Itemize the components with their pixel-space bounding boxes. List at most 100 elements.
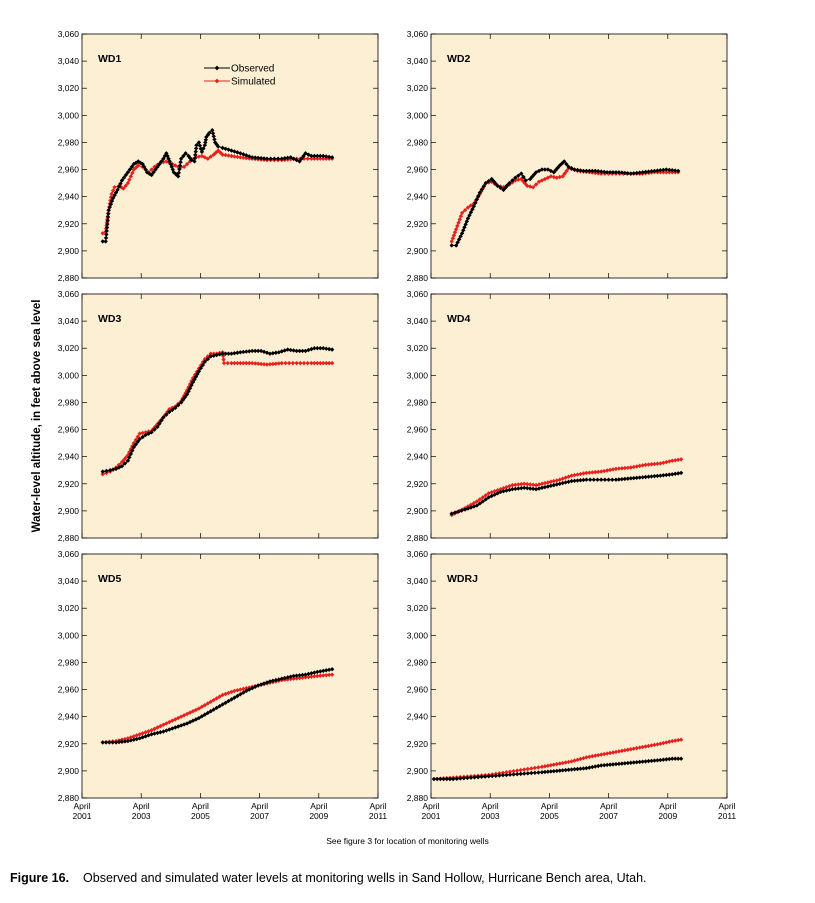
y-tick-label: 3,060 — [58, 29, 80, 39]
location-note: See figure 3 for location of monitoring … — [326, 836, 489, 846]
y-tick-label: 2,960 — [407, 685, 429, 695]
chart-panel-wd2: 2,880 2,900 2,920 2,940 2,960 2,980 3,000 3,020… — [407, 29, 728, 283]
panel-title: WDRJ — [447, 573, 478, 585]
plot-area — [430, 33, 728, 279]
x-tick-label-year: 2009 — [658, 811, 677, 821]
y-tick-label: 3,060 — [58, 549, 80, 559]
y-tick-label: 2,880 — [58, 793, 80, 803]
x-tick-label-year: 2005 — [540, 811, 559, 821]
y-axis-label: Water-level altitude, in feet above sea … — [31, 300, 43, 533]
y-tick-label: 2,940 — [407, 712, 429, 722]
x-tick-label-month: April — [659, 801, 676, 811]
y-tick-label: 2,880 — [407, 533, 429, 543]
y-tick-label: 3,000 — [58, 630, 80, 640]
series-markers-observed — [449, 470, 684, 516]
y-tick-label: 2,940 — [407, 192, 429, 202]
legend-marker-simulated — [214, 78, 220, 84]
plot-area — [81, 293, 379, 539]
y-tick-label: 3,020 — [58, 83, 80, 93]
panel-title: WD2 — [447, 53, 470, 65]
y-tick-label: 2,880 — [58, 533, 80, 543]
y-tick-label: 3,000 — [407, 630, 429, 640]
x-tick-label-month: April — [251, 801, 268, 811]
y-tick-label: 2,900 — [58, 506, 80, 516]
y-tick-label: 3,020 — [407, 83, 429, 93]
y-tick-label: 2,960 — [58, 425, 80, 435]
x-tick-label-year: 2003 — [481, 811, 500, 821]
y-tick-label: 3,060 — [407, 549, 429, 559]
y-tick-label: 3,060 — [58, 289, 80, 299]
y-tick-label: 3,020 — [407, 603, 429, 613]
legend-label-observed: Observed — [231, 64, 274, 75]
x-tick-label-year: 2007 — [599, 811, 618, 821]
plot-area — [430, 293, 728, 539]
y-tick-label: 2,960 — [407, 425, 429, 435]
x-tick-label-month: April — [541, 801, 558, 811]
x-tick-label-year: 2001 — [73, 811, 92, 821]
x-tick-label-year: 2003 — [132, 811, 151, 821]
y-tick-label: 3,020 — [58, 343, 80, 353]
y-tick-label: 3,020 — [58, 603, 80, 613]
chart-panel-wd4: 2,880 2,900 2,920 2,940 2,960 2,980 3,000 3,020… — [407, 289, 728, 543]
plot-area — [430, 553, 728, 799]
series-markers-simulated — [100, 672, 335, 745]
figure-number: Figure 16. — [10, 871, 70, 885]
x-tick-label-month: April — [422, 801, 439, 811]
x-tick-label-month: April — [192, 801, 209, 811]
y-tick-label: 2,940 — [58, 452, 80, 462]
legend-label-simulated: Simulated — [231, 77, 275, 88]
y-tick-label: 2,940 — [58, 192, 80, 202]
x-tick-label-month: April — [482, 801, 499, 811]
y-tick-label: 2,980 — [58, 397, 80, 407]
y-tick-label: 3,040 — [407, 316, 429, 326]
x-tick-label-year: 2005 — [191, 811, 210, 821]
y-tick-label: 3,060 — [407, 289, 429, 299]
y-tick-label: 2,920 — [407, 739, 429, 749]
y-tick-label: 2,980 — [407, 397, 429, 407]
y-tick-label: 2,920 — [58, 219, 80, 229]
chart-panel-wdrj: 2,880 2,900 2,920 2,940 2,960 2,980 3,000 3,020… — [407, 549, 737, 821]
y-tick-label: 2,980 — [58, 137, 80, 147]
y-tick-label: 3,040 — [407, 56, 429, 66]
legend-marker-observed — [214, 65, 220, 71]
y-tick-label: 2,880 — [407, 793, 429, 803]
x-tick-label-month: April — [310, 801, 327, 811]
y-tick-label: 3,000 — [407, 110, 429, 120]
series-markers-observed — [431, 756, 684, 782]
y-tick-label: 3,060 — [407, 29, 429, 39]
y-tick-label: 3,040 — [58, 576, 80, 586]
y-tick-label: 2,980 — [407, 137, 429, 147]
x-tick-label-month: April — [73, 801, 90, 811]
y-tick-label: 2,960 — [407, 165, 429, 175]
panel-title: WD4 — [447, 313, 470, 325]
y-tick-label: 2,900 — [58, 246, 80, 256]
y-tick-label: 3,000 — [58, 370, 80, 380]
y-tick-label: 3,020 — [407, 343, 429, 353]
panel-title: WD1 — [98, 53, 121, 65]
x-tick-label-month: April — [600, 801, 617, 811]
series-markers-observed — [100, 667, 335, 745]
y-tick-label: 2,940 — [58, 712, 80, 722]
x-tick-label-month: April — [718, 801, 735, 811]
y-tick-label: 2,980 — [58, 657, 80, 667]
x-tick-label-year: 2011 — [718, 811, 737, 821]
y-tick-label: 2,920 — [407, 479, 429, 489]
y-tick-label: 2,900 — [407, 506, 429, 516]
y-tick-label: 2,960 — [58, 165, 80, 175]
chart-panel-wd1: 2,880 2,900 2,920 2,940 2,960 2,980 3,000 3,020… — [58, 29, 379, 283]
panel-title: WD5 — [98, 573, 121, 585]
x-tick-label-year: 2001 — [422, 811, 441, 821]
x-tick-label-year: 2009 — [309, 811, 328, 821]
caption-text: Observed and simulated water levels at m… — [83, 871, 647, 885]
series-markers-simulated — [100, 350, 335, 477]
y-tick-label: 2,920 — [407, 219, 429, 229]
y-tick-label: 3,000 — [58, 110, 80, 120]
panel-title: WD3 — [98, 313, 121, 325]
y-tick-label: 2,880 — [58, 273, 80, 283]
y-tick-label: 2,900 — [58, 766, 80, 776]
y-tick-label: 3,000 — [407, 370, 429, 380]
y-tick-label: 3,040 — [407, 576, 429, 586]
y-tick-label: 2,880 — [407, 273, 429, 283]
figure-caption: Figure 16. Observed and simulated water l… — [10, 871, 647, 885]
